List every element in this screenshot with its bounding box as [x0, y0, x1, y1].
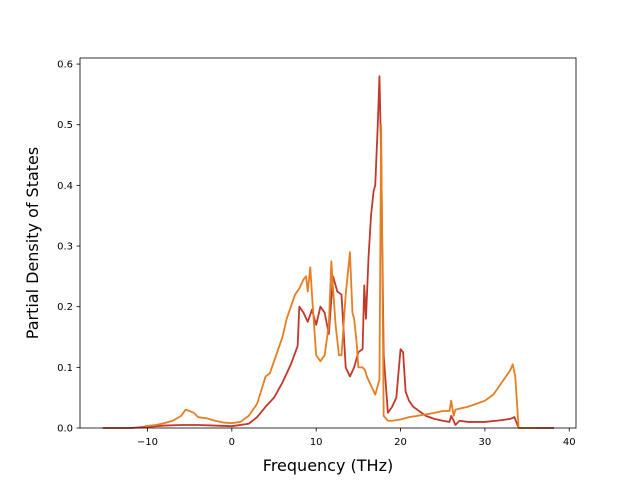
x-tick-label: 30 [479, 437, 492, 448]
x-tick-label: −10 [137, 437, 158, 448]
x-tick-label: 40 [563, 437, 576, 448]
plot-frame [79, 57, 577, 429]
x-tick-label: 10 [310, 437, 323, 448]
x-tick-label: 0 [229, 437, 235, 448]
y-tick-label: 0.0 [57, 424, 73, 435]
x-tick-label: 20 [394, 437, 407, 448]
y-axis-ticks: 0.0 0.1 0.2 0.3 0.4 0.5 0.6 [57, 60, 80, 435]
y-tick-label: 0.1 [57, 363, 73, 374]
x-axis-label: Frequency (THz) [263, 456, 393, 475]
y-tick-label: 0.6 [57, 60, 73, 71]
y-tick-label: 0.5 [57, 120, 73, 131]
series-line-1 [102, 75, 555, 429]
y-tick-label: 0.3 [57, 242, 73, 253]
x-axis-ticks: −10 0 10 20 30 40 [137, 428, 576, 448]
y-tick-label: 0.2 [57, 302, 73, 313]
y-tick-label: 0.4 [57, 181, 73, 192]
y-axis-label: Partial Density of States [23, 147, 42, 339]
series-line-2 [144, 123, 536, 429]
series-layer [102, 75, 555, 429]
